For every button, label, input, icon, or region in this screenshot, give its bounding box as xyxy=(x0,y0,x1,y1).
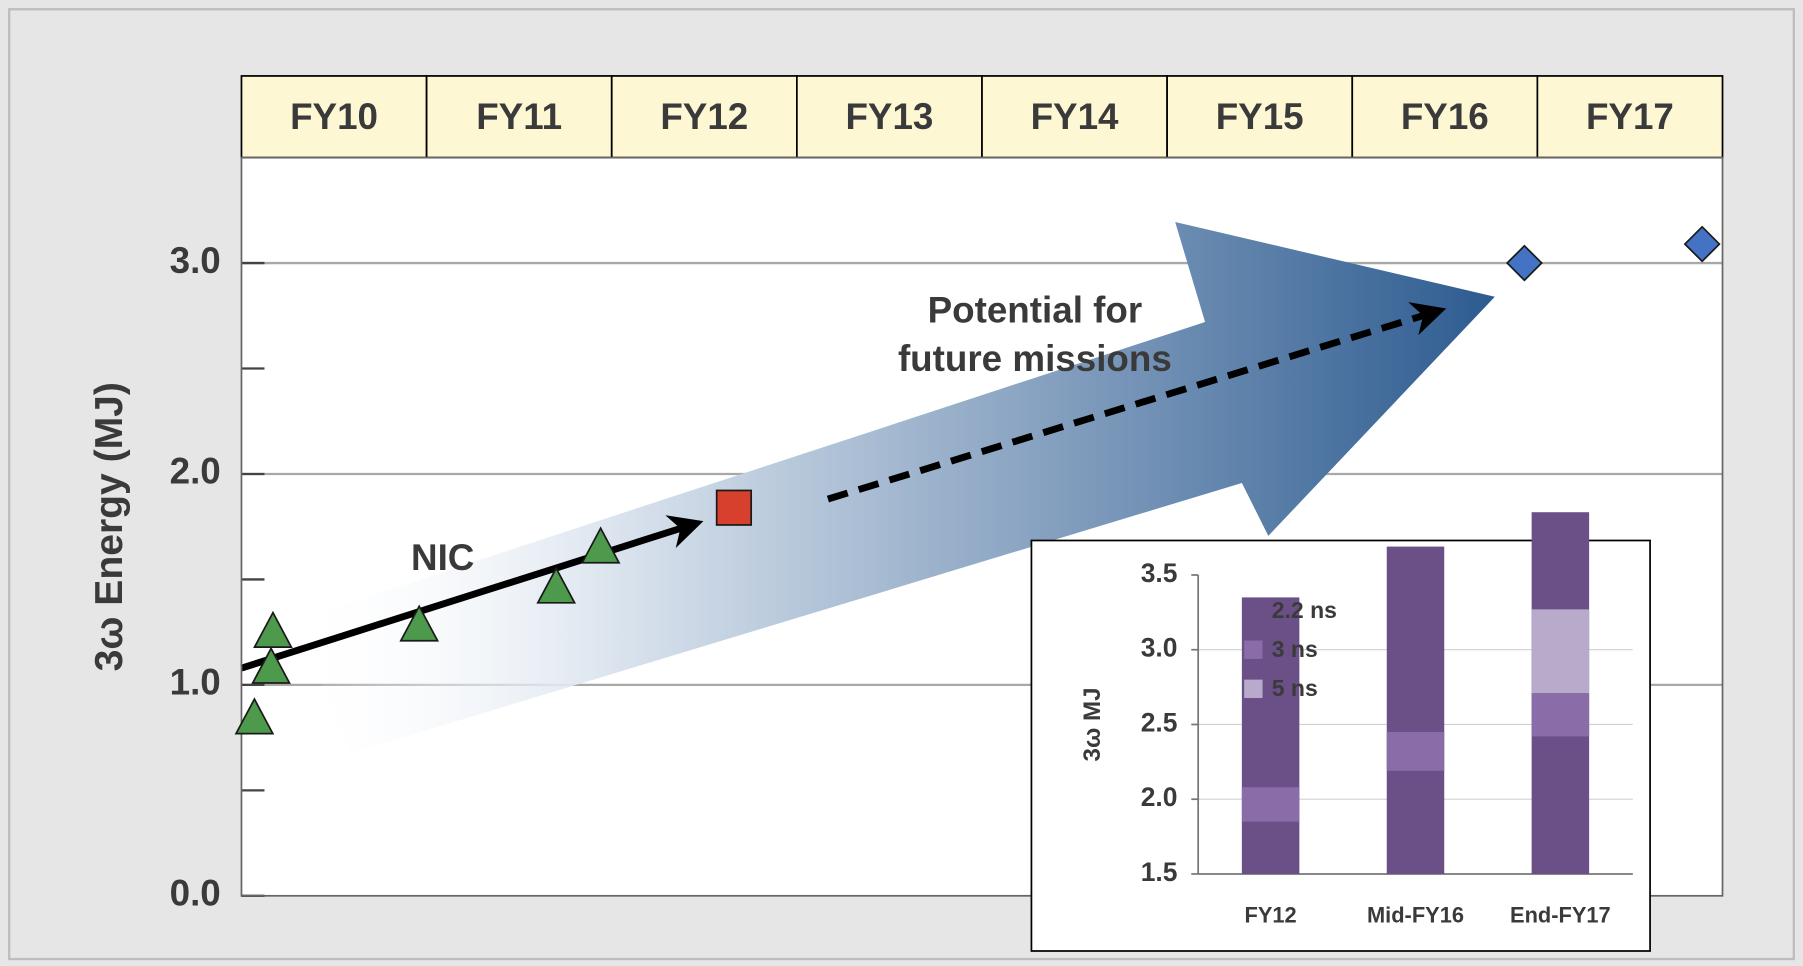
y-axis-label: 3ω MJ xyxy=(1079,687,1106,761)
triangle-point xyxy=(234,697,275,735)
x-tick-label: Mid-FY16 xyxy=(1367,902,1464,927)
annotation: Potential for xyxy=(928,290,1143,331)
inset-chart: 1.5 2.0 2.5 3.0 3.5 FY12 Mid-FY16 End-FY17 2.2 n… xyxy=(1030,512,1651,952)
trend-arrow xyxy=(293,221,1495,754)
y-tick-label: 3.0 xyxy=(170,240,221,281)
header-label: FY15 xyxy=(1216,96,1304,137)
x-tick-label: End-FY17 xyxy=(1510,902,1611,927)
legend-label: 2.2 ns xyxy=(1272,597,1337,623)
annotation: future missions xyxy=(898,338,1172,379)
bar-segment xyxy=(1241,787,1300,822)
diamond-point xyxy=(1683,225,1721,263)
bar-segment xyxy=(1531,609,1590,694)
header-label: FY14 xyxy=(1031,96,1119,137)
header-label: FY17 xyxy=(1586,96,1674,137)
plot-border xyxy=(240,156,1724,897)
y-tick-label: 3.0 xyxy=(1141,633,1178,663)
header-cell xyxy=(1351,75,1539,159)
square-point xyxy=(715,489,753,526)
header-cell xyxy=(795,75,983,159)
nic-arrow xyxy=(240,515,704,672)
header-cell xyxy=(425,75,613,159)
triangle-point xyxy=(536,566,577,604)
header-cell xyxy=(610,75,798,159)
legend-label: 3 ns xyxy=(1272,636,1318,662)
legend-label: 5 ns xyxy=(1272,675,1318,701)
header-label: FY10 xyxy=(290,96,378,137)
header-label: FY12 xyxy=(660,96,748,137)
triangle-point xyxy=(580,526,621,564)
header-cell xyxy=(240,75,428,159)
legend-swatch xyxy=(1244,640,1263,659)
header-cell xyxy=(1166,75,1354,159)
future-arrow xyxy=(826,302,1447,503)
x-tick-label: FY12 xyxy=(1245,902,1297,927)
triangle-point xyxy=(399,604,440,642)
triangle-point xyxy=(253,610,293,648)
header-cell xyxy=(1536,75,1724,159)
main-chart: 0.0 1.0 2.0 3.0 NIC Potential for future missi… xyxy=(88,75,1724,914)
y-tick-label: 2.5 xyxy=(1141,707,1178,737)
triangle-point xyxy=(251,646,291,684)
bar-segment xyxy=(1386,731,1445,771)
y-tick-label: 2.0 xyxy=(170,451,221,492)
legend-swatch xyxy=(1244,601,1263,620)
bar-segment xyxy=(1386,546,1445,874)
diamond-point xyxy=(1505,244,1543,282)
header-label: FY13 xyxy=(845,96,933,137)
legend-swatch xyxy=(1244,679,1263,699)
y-tick-label: 1.0 xyxy=(170,662,221,703)
y-tick-label: 1.5 xyxy=(1141,857,1178,887)
bar-segment xyxy=(1531,693,1590,737)
y-tick-label: 3.5 xyxy=(1141,558,1178,588)
annotation: NIC xyxy=(411,537,474,578)
y-axis-label: 3ω Energy (MJ) xyxy=(88,382,131,671)
y-tick-label: 0.0 xyxy=(170,873,221,914)
y-tick-label: 2.0 xyxy=(1141,782,1178,812)
header-label: FY16 xyxy=(1401,96,1489,137)
header-label: FY11 xyxy=(476,96,562,137)
frame xyxy=(8,8,1795,961)
